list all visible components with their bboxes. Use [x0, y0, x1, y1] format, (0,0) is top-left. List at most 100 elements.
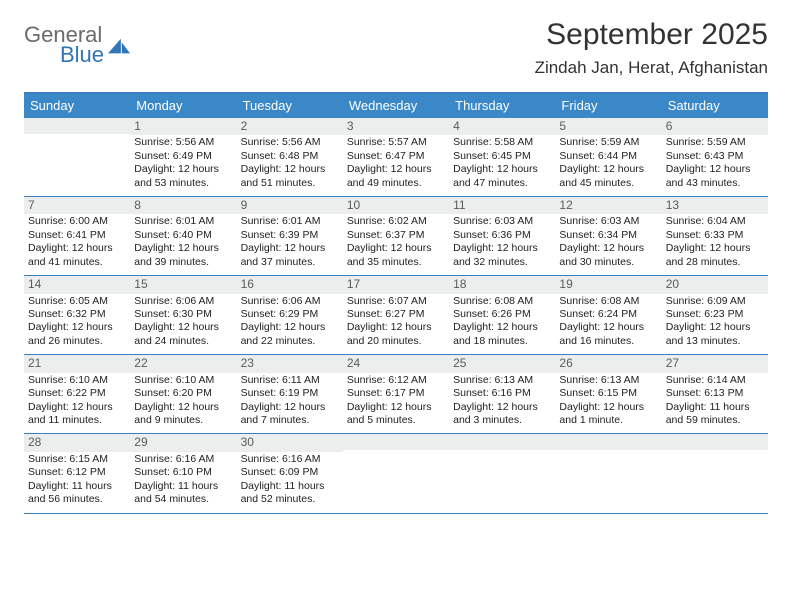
- day-number: 21: [24, 355, 130, 372]
- day-cell: [555, 434, 661, 512]
- day-number: 17: [343, 276, 449, 293]
- day-number: 26: [555, 355, 661, 372]
- daylight-text: Daylight: 12 hours and 22 minutes.: [241, 321, 339, 348]
- day-body: Sunrise: 5:57 AMSunset: 6:47 PMDaylight:…: [343, 135, 449, 196]
- sunrise-text: Sunrise: 6:16 AM: [241, 453, 339, 466]
- day-body: Sunrise: 6:07 AMSunset: 6:27 PMDaylight:…: [343, 294, 449, 355]
- day-cell: 27Sunrise: 6:14 AMSunset: 6:13 PMDayligh…: [662, 355, 768, 433]
- sunset-text: Sunset: 6:13 PM: [666, 387, 764, 400]
- day-number: [449, 434, 555, 450]
- daylight-text: Daylight: 12 hours and 24 minutes.: [134, 321, 232, 348]
- daylight-text: Daylight: 12 hours and 5 minutes.: [347, 401, 445, 428]
- day-cell: 10Sunrise: 6:02 AMSunset: 6:37 PMDayligh…: [343, 197, 449, 275]
- daylight-text: Daylight: 12 hours and 26 minutes.: [28, 321, 126, 348]
- day-body: Sunrise: 6:03 AMSunset: 6:36 PMDaylight:…: [449, 214, 555, 275]
- day-number: [662, 434, 768, 450]
- sunset-text: Sunset: 6:49 PM: [134, 150, 232, 163]
- sunrise-text: Sunrise: 6:03 AM: [559, 215, 657, 228]
- day-cell: 4Sunrise: 5:58 AMSunset: 6:45 PMDaylight…: [449, 118, 555, 196]
- sunrise-text: Sunrise: 6:08 AM: [453, 295, 551, 308]
- daylight-text: Daylight: 12 hours and 32 minutes.: [453, 242, 551, 269]
- calendar: Sunday Monday Tuesday Wednesday Thursday…: [24, 92, 768, 514]
- sunrise-text: Sunrise: 6:04 AM: [666, 215, 764, 228]
- daylight-text: Daylight: 12 hours and 3 minutes.: [453, 401, 551, 428]
- daylight-text: Daylight: 12 hours and 47 minutes.: [453, 163, 551, 190]
- day-cell: 23Sunrise: 6:11 AMSunset: 6:19 PMDayligh…: [237, 355, 343, 433]
- daylight-text: Daylight: 12 hours and 30 minutes.: [559, 242, 657, 269]
- day-cell: 1Sunrise: 5:56 AMSunset: 6:49 PMDaylight…: [130, 118, 236, 196]
- day-number: 13: [662, 197, 768, 214]
- sunset-text: Sunset: 6:15 PM: [559, 387, 657, 400]
- sunset-text: Sunset: 6:47 PM: [347, 150, 445, 163]
- sunrise-text: Sunrise: 6:01 AM: [241, 215, 339, 228]
- sunrise-text: Sunrise: 6:11 AM: [241, 374, 339, 387]
- day-body: Sunrise: 6:11 AMSunset: 6:19 PMDaylight:…: [237, 373, 343, 434]
- day-body: Sunrise: 5:56 AMSunset: 6:49 PMDaylight:…: [130, 135, 236, 196]
- day-body: Sunrise: 6:16 AMSunset: 6:10 PMDaylight:…: [130, 452, 236, 513]
- day-number: [24, 118, 130, 134]
- sunrise-text: Sunrise: 6:16 AM: [134, 453, 232, 466]
- day-number: 29: [130, 434, 236, 451]
- weekday-header: Tuesday: [237, 94, 343, 118]
- sunrise-text: Sunrise: 5:59 AM: [666, 136, 764, 149]
- sunrise-text: Sunrise: 6:06 AM: [241, 295, 339, 308]
- sunset-text: Sunset: 6:10 PM: [134, 466, 232, 479]
- sunrise-text: Sunrise: 6:12 AM: [347, 374, 445, 387]
- daylight-text: Daylight: 11 hours and 54 minutes.: [134, 480, 232, 507]
- day-cell: [662, 434, 768, 512]
- sunset-text: Sunset: 6:41 PM: [28, 229, 126, 242]
- sunset-text: Sunset: 6:20 PM: [134, 387, 232, 400]
- daylight-text: Daylight: 12 hours and 13 minutes.: [666, 321, 764, 348]
- daylight-text: Daylight: 12 hours and 1 minute.: [559, 401, 657, 428]
- sunset-text: Sunset: 6:24 PM: [559, 308, 657, 321]
- day-body: Sunrise: 5:56 AMSunset: 6:48 PMDaylight:…: [237, 135, 343, 196]
- day-number: 1: [130, 118, 236, 135]
- day-body: Sunrise: 6:10 AMSunset: 6:20 PMDaylight:…: [130, 373, 236, 434]
- day-cell: 11Sunrise: 6:03 AMSunset: 6:36 PMDayligh…: [449, 197, 555, 275]
- day-body: Sunrise: 6:04 AMSunset: 6:33 PMDaylight:…: [662, 214, 768, 275]
- sunrise-text: Sunrise: 6:05 AM: [28, 295, 126, 308]
- sunrise-text: Sunrise: 6:13 AM: [559, 374, 657, 387]
- day-number: 6: [662, 118, 768, 135]
- day-number: 25: [449, 355, 555, 372]
- day-cell: 29Sunrise: 6:16 AMSunset: 6:10 PMDayligh…: [130, 434, 236, 512]
- daylight-text: Daylight: 12 hours and 28 minutes.: [666, 242, 764, 269]
- day-number: 12: [555, 197, 661, 214]
- day-number: 15: [130, 276, 236, 293]
- weekday-header: Saturday: [662, 94, 768, 118]
- weekday-header: Thursday: [449, 94, 555, 118]
- sunset-text: Sunset: 6:16 PM: [453, 387, 551, 400]
- sunset-text: Sunset: 6:27 PM: [347, 308, 445, 321]
- daylight-text: Daylight: 12 hours and 51 minutes.: [241, 163, 339, 190]
- day-cell: 7Sunrise: 6:00 AMSunset: 6:41 PMDaylight…: [24, 197, 130, 275]
- sunset-text: Sunset: 6:26 PM: [453, 308, 551, 321]
- logo-word-2: Blue: [60, 42, 104, 68]
- day-body: Sunrise: 5:59 AMSunset: 6:43 PMDaylight:…: [662, 135, 768, 196]
- day-cell: 20Sunrise: 6:09 AMSunset: 6:23 PMDayligh…: [662, 276, 768, 354]
- daylight-text: Daylight: 11 hours and 59 minutes.: [666, 401, 764, 428]
- day-number: [555, 434, 661, 450]
- day-number: 23: [237, 355, 343, 372]
- day-number: 2: [237, 118, 343, 135]
- logo-sail-icon: [108, 38, 130, 56]
- week-row: 14Sunrise: 6:05 AMSunset: 6:32 PMDayligh…: [24, 276, 768, 355]
- sunrise-text: Sunrise: 6:14 AM: [666, 374, 764, 387]
- day-number: 9: [237, 197, 343, 214]
- day-cell: 18Sunrise: 6:08 AMSunset: 6:26 PMDayligh…: [449, 276, 555, 354]
- day-number: 24: [343, 355, 449, 372]
- day-cell: 22Sunrise: 6:10 AMSunset: 6:20 PMDayligh…: [130, 355, 236, 433]
- sunset-text: Sunset: 6:45 PM: [453, 150, 551, 163]
- sunrise-text: Sunrise: 6:00 AM: [28, 215, 126, 228]
- day-number: 7: [24, 197, 130, 214]
- day-number: 16: [237, 276, 343, 293]
- day-body: Sunrise: 6:10 AMSunset: 6:22 PMDaylight:…: [24, 373, 130, 434]
- header-row: General Blue September 2025 Zindah Jan, …: [24, 18, 768, 78]
- day-cell: 5Sunrise: 5:59 AMSunset: 6:44 PMDaylight…: [555, 118, 661, 196]
- day-body: Sunrise: 6:12 AMSunset: 6:17 PMDaylight:…: [343, 373, 449, 434]
- day-number: [343, 434, 449, 450]
- day-body: Sunrise: 6:00 AMSunset: 6:41 PMDaylight:…: [24, 214, 130, 275]
- day-body: Sunrise: 5:59 AMSunset: 6:44 PMDaylight:…: [555, 135, 661, 196]
- day-cell: 9Sunrise: 6:01 AMSunset: 6:39 PMDaylight…: [237, 197, 343, 275]
- sunrise-text: Sunrise: 6:10 AM: [134, 374, 232, 387]
- weekday-header: Friday: [555, 94, 661, 118]
